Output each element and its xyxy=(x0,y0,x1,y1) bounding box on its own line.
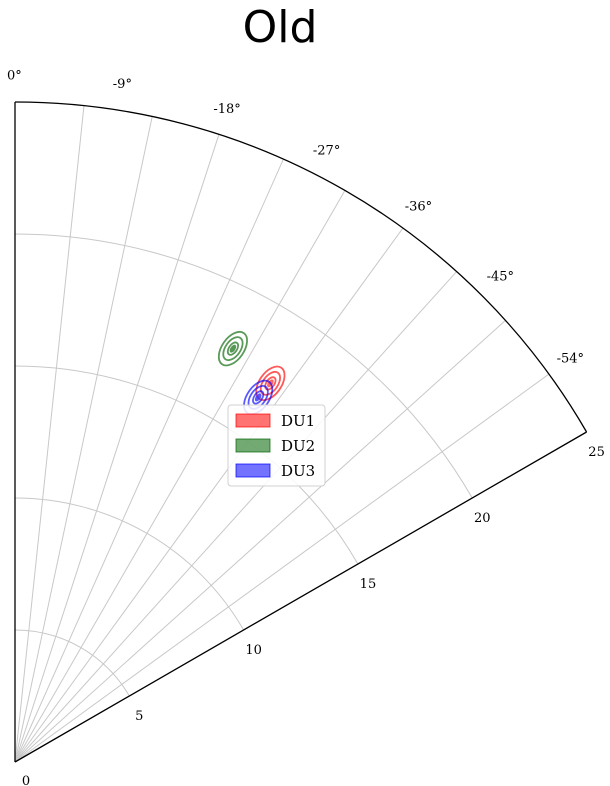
theta-tick-label: -45° xyxy=(487,270,514,285)
legend-swatch xyxy=(235,463,271,478)
theta-gridline xyxy=(14,320,506,763)
tick-labels: 0° -9° -18° -27° -36° -45° -54° 0 5 10 15 20 25 xyxy=(7,69,605,786)
theta-gridline xyxy=(14,373,550,763)
theta-tick-label: -9° xyxy=(113,77,132,92)
r-tick-label: 15 xyxy=(360,577,377,592)
r-tick-label: 5 xyxy=(135,709,143,724)
axes-frame xyxy=(14,101,588,763)
theta-gridline xyxy=(14,190,346,763)
series-du2-contours xyxy=(217,330,248,367)
legend-label: DU1 xyxy=(281,412,315,430)
legend-swatch xyxy=(235,413,271,428)
chart-title: Old xyxy=(242,2,318,53)
legend-label: DU3 xyxy=(281,462,315,480)
theta-gridline xyxy=(14,105,85,763)
contour-core xyxy=(254,393,262,402)
contour-ring xyxy=(252,390,265,405)
contour-ring xyxy=(222,336,244,362)
theta-tick-label: 0° xyxy=(7,69,22,84)
r-tick-label: 20 xyxy=(474,511,491,526)
theta-tick-label: -36° xyxy=(405,200,432,215)
theta-gridline xyxy=(14,116,153,763)
r-tick-label: 10 xyxy=(245,643,262,658)
theta-gridline xyxy=(14,227,404,763)
contour-core xyxy=(229,344,237,353)
r-tick-label: 25 xyxy=(588,445,605,460)
r-gridline xyxy=(14,497,245,631)
theta-gridline xyxy=(14,134,220,763)
theta-tick-label: -18° xyxy=(213,102,240,117)
r-gridline xyxy=(14,365,359,565)
contour-ring xyxy=(226,341,240,356)
r-tick-label: 0 xyxy=(22,774,30,786)
right-spine xyxy=(14,431,587,763)
r-gridline xyxy=(14,629,130,697)
theta-gridline xyxy=(14,271,457,763)
outer-arc xyxy=(14,101,588,433)
legend-label: DU2 xyxy=(281,437,315,455)
theta-tick-label: -27° xyxy=(313,143,340,158)
legend-swatch xyxy=(235,438,271,453)
legend: DU1 DU2 DU3 xyxy=(227,404,326,487)
theta-tick-label: -54° xyxy=(557,352,584,367)
contour-ring xyxy=(217,330,248,367)
r-gridline xyxy=(14,233,473,499)
theta-gridline xyxy=(14,158,284,763)
